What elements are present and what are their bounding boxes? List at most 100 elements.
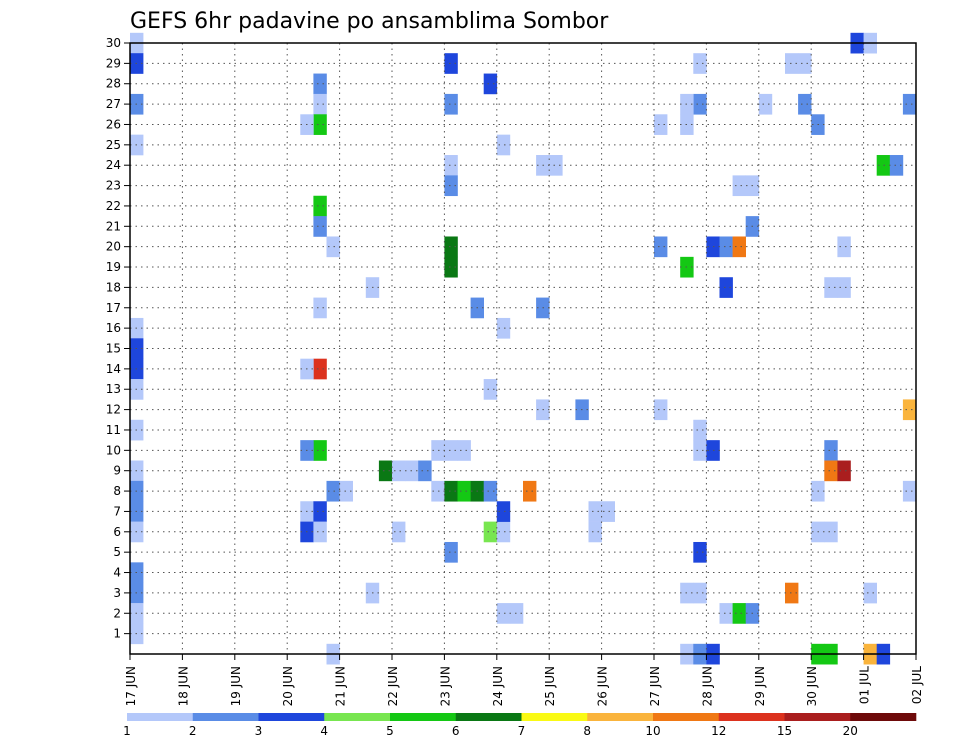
heatmap-cell: [483, 480, 498, 502]
y-tick-label: 20: [106, 240, 121, 254]
y-tick-label: 22: [106, 199, 121, 213]
heatmap-cell: [326, 480, 340, 502]
heatmap-cell: [824, 440, 838, 461]
heatmap-cell: [693, 93, 707, 115]
x-tick-label: 24 JUN: [491, 666, 505, 706]
y-tick-label: 27: [106, 97, 121, 111]
x-tick-label: 18 JUN: [176, 666, 190, 706]
heatmap-cell: [601, 501, 615, 522]
x-tick-label: 27 JUN: [648, 666, 662, 706]
y-tick-label: 1: [113, 627, 121, 641]
heatmap-cell: [444, 236, 458, 258]
heatmap-cell: [444, 93, 458, 115]
colorbar-segment: [653, 713, 720, 721]
colorbar-legend: 1 2 3 4 5 6 7 8 10 12 15 20: [123, 713, 917, 738]
y-tick-label: 8: [113, 484, 121, 498]
heatmap-cell: [693, 419, 707, 441]
heatmap-cell: [654, 114, 668, 135]
heatmap-cell: [798, 53, 812, 74]
heatmap-cell: [313, 521, 327, 543]
x-tick-label: 19 JUN: [229, 666, 243, 706]
y-tick-label: 13: [106, 382, 121, 396]
grid-lines: [130, 42, 916, 654]
y-axis: 1234567891011121314151617181920212223242…: [106, 36, 130, 641]
heatmap-cell: [509, 603, 524, 624]
y-tick-label: 3: [113, 586, 121, 600]
colorbar-segment: [521, 713, 588, 721]
colorbar-tick-label: 6: [452, 724, 460, 738]
y-tick-label: 24: [106, 158, 121, 172]
heatmap-cell: [418, 460, 432, 482]
x-tick-label: 25 JUN: [543, 666, 557, 706]
heatmap-cell: [313, 358, 327, 380]
heatmap-cell: [732, 603, 746, 624]
colorbar-tick-label: 1: [123, 724, 131, 738]
heatmap-cell: [339, 480, 353, 502]
heatmap-cell: [719, 277, 733, 298]
heatmap-cell: [837, 236, 851, 258]
heatmap-cell: [496, 521, 511, 543]
y-tick-label: 10: [106, 443, 121, 457]
heatmap-cell: [863, 582, 877, 604]
heatmap-cell: [719, 603, 733, 624]
colorbar-segment: [258, 713, 325, 721]
x-tick-label: 01 JUL: [858, 666, 872, 704]
heatmap-cell: [483, 379, 498, 400]
heatmap-cell: [719, 236, 733, 258]
heatmap-cell: [837, 277, 851, 298]
heatmap-cell: [837, 460, 851, 482]
heatmap-cell: [483, 73, 498, 95]
heatmap-cell: [392, 521, 406, 543]
heatmap-cell: [392, 460, 406, 482]
heatmap-cell: [313, 195, 327, 217]
heatmap-cell: [444, 53, 458, 74]
heatmap-cell: [889, 155, 904, 176]
heatmap-cell: [313, 73, 327, 95]
heatmap-cell: [457, 440, 471, 461]
heatmap-cell: [824, 521, 838, 543]
heatmap-cell: [588, 501, 602, 522]
colorbar-segment: [192, 713, 259, 721]
heatmap-cell: [785, 53, 799, 74]
heatmap-cell: [902, 93, 917, 115]
heatmap-cell: [824, 460, 838, 482]
y-tick-label: 2: [113, 606, 121, 620]
x-tick-label: 21 JUN: [334, 666, 348, 706]
heatmap-cell: [313, 501, 327, 522]
colorbar-tick-label: 2: [189, 724, 197, 738]
y-tick-label: 7: [113, 504, 121, 518]
x-tick-label: 30 JUN: [805, 666, 819, 706]
x-tick-label: 22 JUN: [386, 666, 400, 706]
colorbar-tick-label: 20: [843, 724, 858, 738]
heatmap-cells: [130, 32, 917, 665]
y-tick-label: 15: [106, 342, 121, 356]
x-tick-label: 23 JUN: [438, 666, 452, 706]
heatmap-cell: [693, 440, 707, 461]
chart-title: GEFS 6hr padavine po ansamblima Sombor: [130, 9, 609, 34]
colorbar-segment: [850, 713, 917, 721]
y-tick-label: 5: [113, 545, 121, 559]
heatmap-cell: [798, 93, 812, 115]
colorbar-tick-label: 3: [255, 724, 263, 738]
x-tick-label: 02 JUL: [910, 666, 924, 704]
heatmap-cell: [444, 256, 458, 278]
heatmap-cell: [444, 541, 458, 563]
y-tick-label: 4: [113, 566, 121, 580]
heatmap-cell: [549, 155, 563, 176]
y-tick-label: 21: [106, 219, 121, 233]
heatmap-cell: [457, 480, 471, 502]
heatmap-cell: [902, 480, 917, 502]
heatmap-cell: [483, 521, 498, 543]
heatmap-cell: [654, 236, 668, 258]
heatmap-cell: [313, 114, 327, 135]
x-tick-label: 26 JUN: [596, 666, 610, 706]
x-axis: 17 JUN 18 JUN 19 JUN 20 JUN 21 JUN 22 JUN 23 J…: [124, 654, 924, 706]
heatmap-cell: [732, 236, 746, 258]
y-tick-label: 29: [106, 56, 121, 70]
colorbar-tick-label: 12: [711, 724, 726, 738]
y-tick-label: 30: [106, 36, 121, 50]
heatmap-cell: [824, 277, 838, 298]
colorbar-tick-label: 5: [386, 724, 394, 738]
plot-frame: [129, 42, 917, 655]
